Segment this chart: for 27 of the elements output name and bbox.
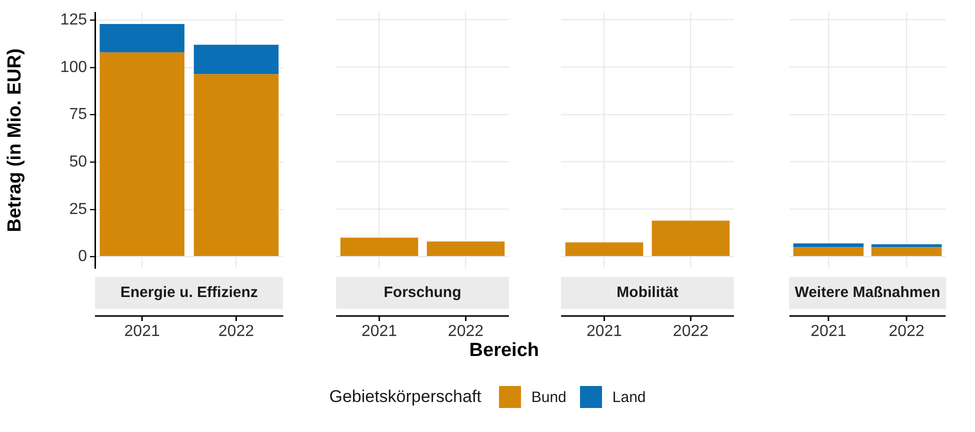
x-tick-label: 2021 bbox=[586, 323, 622, 340]
legend-label: Bund bbox=[531, 388, 566, 406]
y-tick-label: 100 bbox=[60, 58, 88, 76]
y-axis-title: Betrag (in Mio. EUR) bbox=[4, 48, 26, 232]
text: Weitere Maßnahmen bbox=[789, 277, 946, 309]
x-tick-label: 2021 bbox=[124, 323, 160, 340]
y-tick-label: 75 bbox=[69, 106, 88, 124]
legend-label: Land bbox=[612, 388, 646, 406]
text: Energie u. Effizienz bbox=[95, 277, 284, 309]
x-tick-label: 2021 bbox=[810, 323, 846, 340]
x-tick-label: 2022 bbox=[218, 323, 254, 340]
bar bbox=[194, 44, 279, 74]
x-tick-label: 2022 bbox=[672, 323, 709, 340]
bar bbox=[100, 24, 184, 52]
y-tick-label: 25 bbox=[69, 200, 88, 218]
y-tick-label: 50 bbox=[69, 153, 88, 170]
text: Forschung bbox=[336, 277, 509, 309]
x-tick-label: 2022 bbox=[448, 323, 484, 340]
x-axis-title: Bereich bbox=[469, 340, 539, 362]
y-tick-label: 125 bbox=[60, 12, 88, 29]
x-tick-label: 2022 bbox=[888, 323, 924, 340]
y-tick-label: 0 bbox=[78, 248, 88, 266]
bar bbox=[100, 52, 184, 256]
bar bbox=[194, 74, 279, 256]
legend-title: Gebietskörperschaft bbox=[329, 387, 482, 407]
x-tick-label: 2021 bbox=[361, 323, 398, 340]
text: Mobilität bbox=[561, 277, 734, 309]
